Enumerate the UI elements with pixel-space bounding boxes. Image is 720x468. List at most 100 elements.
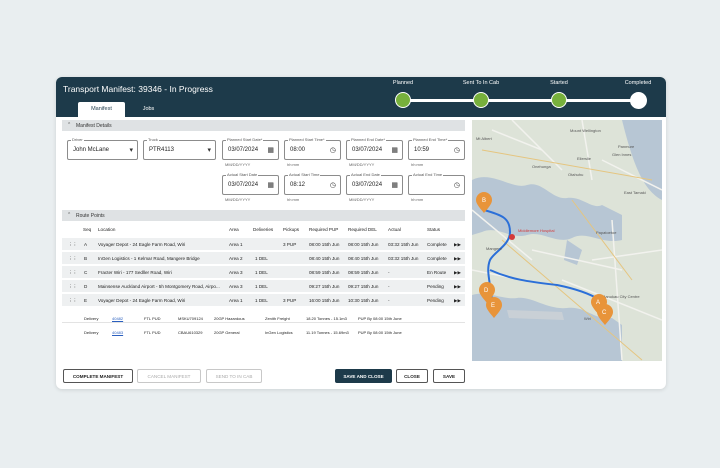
calendar-icon[interactable]: ▦ [391, 147, 398, 154]
drag-handle-icon[interactable]: ⋮⋮ [68, 242, 78, 247]
cancel-manifest-button[interactable]: CANCEL MANIFEST [137, 369, 201, 383]
step-label: Completed [624, 80, 652, 86]
route-map[interactable]: Mount Wellington Mt Albert Glen Innes On… [472, 120, 662, 361]
delivery-sub-row[interactable]: Delivery 40482 FTL PUD MSKU709124 20GP H… [62, 314, 465, 323]
close-button[interactable]: CLOSE [396, 369, 428, 383]
drag-handle-icon[interactable]: ⋮⋮ [68, 270, 78, 275]
truck-select[interactable]: Truck PTR4113 ▾ [143, 137, 216, 160]
fast-forward-icon[interactable]: ▶▶ [454, 284, 462, 289]
field-hint: hh:mm [411, 197, 424, 202]
drag-handle-icon[interactable]: ⋮⋮ [68, 284, 78, 289]
column-header: Required PUP [309, 227, 339, 232]
actual-end-time-field[interactable]: Actual End Time ◷ [408, 172, 465, 195]
actual-end-date-field[interactable]: Actual End Date 03/07/2024 ▦ [346, 172, 403, 195]
chevron-up-icon: ⌃ [67, 212, 72, 218]
actual-start-time-field[interactable]: Actual Start Time 08:12 ◷ [284, 172, 341, 195]
complete-manifest-button[interactable]: COMPLETE MANIFEST [63, 369, 133, 383]
cell-actual: 03:32 15th Jun [388, 242, 419, 247]
step-label: Started [550, 80, 568, 86]
sub-mode: FTL PUD [144, 330, 161, 335]
sub-container-type: 20GP General [214, 330, 240, 335]
job-link[interactable]: 40482 [112, 316, 124, 321]
cell-area: Area 3 [229, 284, 243, 289]
step-planned: Planned [373, 80, 433, 108]
step-done-indicator [551, 92, 567, 108]
actual-start-date-field[interactable]: Actual Start Date 03/07/2024 ▦ [222, 172, 279, 195]
svg-text:A: A [596, 300, 600, 306]
tab-bar: Manifest Jobs [78, 102, 172, 117]
job-link[interactable]: 40483 [112, 330, 124, 335]
cell-area: Area 1 [229, 298, 243, 303]
column-header: Status [427, 227, 441, 232]
stepper-line [403, 99, 635, 102]
save-button[interactable]: SAVE [433, 369, 465, 383]
cell-seq: C [84, 270, 88, 275]
delivery-sub-row[interactable]: Delivery 40483 FTL PUD CBAU610329 20GP G… [62, 328, 465, 337]
sub-type: Delivery [84, 330, 99, 335]
cell-status: Complete [427, 242, 447, 247]
calendar-icon[interactable]: ▦ [267, 182, 274, 189]
field-value: 03/07/2024 [228, 147, 259, 153]
step-label: Sent To In Cab [462, 80, 500, 86]
tab-jobs[interactable]: Jobs [142, 106, 155, 112]
manifest-details-header[interactable]: ⌃ Manifest Details [62, 120, 465, 131]
drag-handle-icon[interactable]: ⋮⋮ [68, 256, 78, 261]
drag-handle-icon[interactable]: ⋮⋮ [68, 298, 78, 303]
planned-end-date-field[interactable]: Planned End Date* 03/07/2024 ▦ [346, 137, 403, 160]
cell-seq: B [84, 256, 88, 261]
caret-down-icon: ▾ [207, 147, 211, 154]
fast-forward-icon[interactable]: ▶▶ [454, 298, 462, 303]
route-points-header[interactable]: ⌃ Route Points [62, 210, 465, 221]
step-pending-indicator [629, 92, 647, 109]
field-value: 10:59 [414, 147, 430, 153]
svg-text:C: C [602, 310, 607, 316]
fast-forward-icon[interactable]: ▶▶ [454, 270, 462, 275]
cell-required-del: 08:40 15th Jun [348, 256, 379, 261]
table-row[interactable]: ⋮⋮ D Mainsense Auckland Airport - 5h Mon… [62, 279, 465, 292]
sub-type: Delivery [84, 316, 99, 321]
cell-required-del: 08:59 15th Jun [348, 270, 379, 275]
table-row[interactable]: ⋮⋮ E Voyager Depot - 24 Eagle Farm Road,… [62, 293, 465, 306]
cell-deliveries: 1 DEL [255, 256, 268, 261]
map-pin-b: B [476, 192, 492, 213]
clock-icon[interactable]: ◷ [329, 182, 336, 189]
map-canvas[interactable]: Mount Wellington Mt Albert Glen Innes On… [472, 120, 662, 361]
field-label: Planned End Time* [412, 137, 449, 142]
planned-start-date-field[interactable]: Planned Start Date* 03/07/2024 ▦ [222, 137, 279, 160]
fast-forward-icon[interactable]: ▶▶ [454, 256, 462, 261]
calendar-icon[interactable]: ▦ [267, 147, 274, 154]
clock-icon[interactable]: ◷ [453, 147, 460, 154]
cell-seq: D [84, 284, 88, 289]
fast-forward-icon[interactable]: ▶▶ [454, 242, 462, 247]
field-label: Actual Start Date [226, 172, 259, 177]
clock-icon[interactable]: ◷ [329, 147, 336, 154]
cell-seq: A [84, 242, 88, 247]
cell-seq: E [84, 298, 88, 303]
sub-mode: FTL PUD [144, 316, 161, 321]
field-value: 03/07/2024 [352, 182, 383, 188]
cell-area: Area 2 [229, 256, 243, 261]
save-and-close-button[interactable]: SAVE AND CLOSE [335, 369, 392, 383]
table-row[interactable]: ⋮⋮ A Voyager Depot - 24 Eagle Farm Road,… [62, 237, 465, 250]
cell-pickups: 3 PUP [283, 242, 297, 247]
table-row[interactable]: ⋮⋮ B InGen Logistics - 1 Kelmar Road, Ma… [62, 251, 465, 264]
send-to-in-cab-button[interactable]: SEND TO IN CAB [206, 369, 262, 383]
sub-window: PUP By 08:00 15th June [358, 330, 402, 335]
column-header: Seq [83, 227, 92, 232]
section-label: Route Points [76, 213, 105, 219]
map-label: Mangere [486, 246, 503, 251]
field-hint: MM/DD/YYYY [225, 197, 251, 202]
table-row[interactable]: ⋮⋮ C Fracter Wiri - 177 Sedller Road, Wi… [62, 265, 465, 278]
planned-end-time-field[interactable]: Planned End Time* 10:59 ◷ [408, 137, 465, 160]
field-value: 03/07/2024 [352, 147, 383, 153]
map-label: Mt Albert [476, 136, 493, 141]
tab-manifest[interactable]: Manifest [78, 102, 125, 117]
sub-company: Zenith Freight [265, 316, 290, 321]
clock-icon[interactable]: ◷ [453, 182, 460, 189]
calendar-icon[interactable]: ▦ [391, 182, 398, 189]
map-label: Ellerslie [577, 156, 592, 161]
planned-start-time-field[interactable]: Planned Start Time* 08:00 ◷ [284, 137, 341, 160]
map-pin-c: C [597, 304, 613, 325]
step-sent-to-in-cab: Sent To In Cab [451, 80, 511, 108]
driver-select[interactable]: Driver John McLane ▾ [67, 137, 138, 160]
